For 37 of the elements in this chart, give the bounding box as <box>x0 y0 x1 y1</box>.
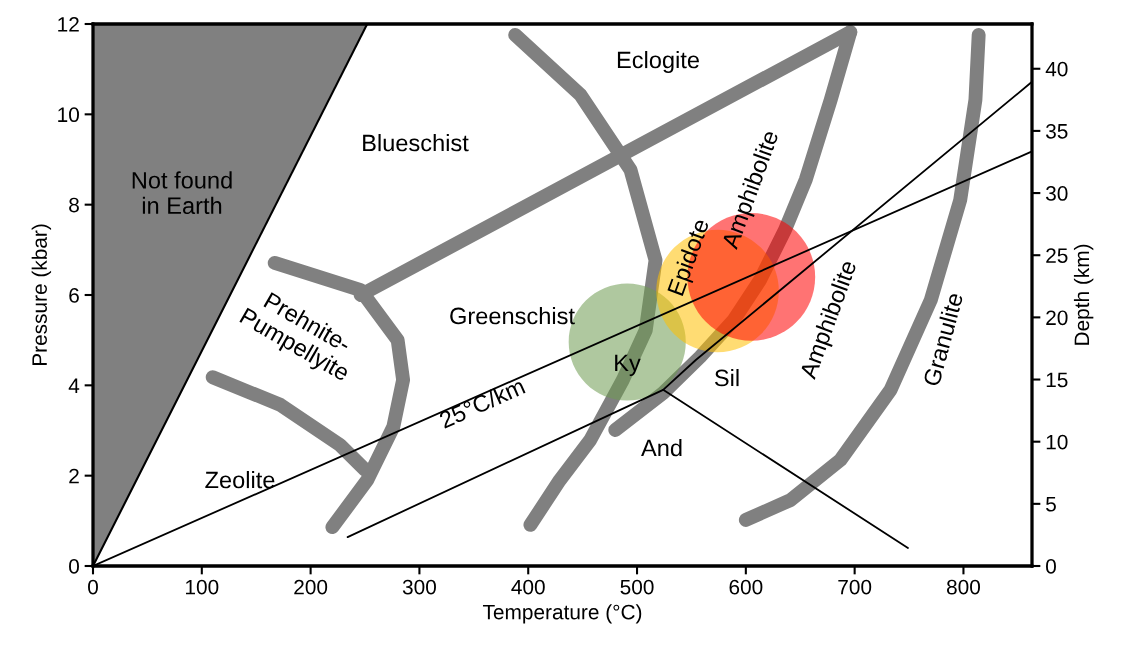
y2-tick-label: 35 <box>1045 123 1068 139</box>
x-tick-label: 700 <box>838 579 872 595</box>
x-tick-label: 400 <box>511 579 545 595</box>
y-tick-label: 6 <box>69 288 79 303</box>
y2-tick-label: 40 <box>1045 61 1068 77</box>
annotation: Zeolite <box>205 470 275 489</box>
y-tick-label: 0 <box>69 559 79 574</box>
x-tick-label: 800 <box>946 579 981 595</box>
y2-tick-label: 20 <box>1046 310 1068 326</box>
y2-tick-label: 0 <box>1046 559 1056 574</box>
y-tick-label: 4 <box>68 378 80 393</box>
annotation: Eclogite <box>617 51 699 73</box>
x-tick-label: 500 <box>620 579 654 595</box>
y-tick-label: 8 <box>69 197 79 213</box>
y-tick-label: 12 <box>58 17 79 32</box>
y-tick-label: 10 <box>58 107 79 123</box>
y-axis-title: Pressure (kbar) <box>31 224 52 366</box>
annotation: Greenschist <box>450 306 575 325</box>
x-tick-label: 200 <box>294 579 328 595</box>
y2-tick-label: 30 <box>1045 186 1068 201</box>
y2-tick-label: 25 <box>1046 248 1068 263</box>
y2-tick-label: 10 <box>1046 434 1068 450</box>
annotation: Granulite <box>922 291 964 387</box>
annotation: Blueschist <box>363 134 469 152</box>
annotation: Not found in Earth <box>132 171 232 215</box>
y-tick-label: 2 <box>69 468 79 484</box>
x-tick-label: 600 <box>729 579 763 595</box>
y2-axis-title: Depth (km) <box>1073 244 1094 345</box>
annotation: Ky <box>615 354 641 377</box>
y2-tick-label: 5 <box>1046 497 1056 512</box>
x-tick-label: 100 <box>186 579 219 595</box>
x-axis-title: Temperature (°C) <box>482 604 642 624</box>
annotation: And <box>641 438 682 457</box>
x-tick-label: 0 <box>88 579 98 595</box>
y2-tick-label: 15 <box>1046 372 1068 388</box>
x-tick-label: 300 <box>402 579 436 595</box>
annotation: Sil <box>714 368 739 387</box>
